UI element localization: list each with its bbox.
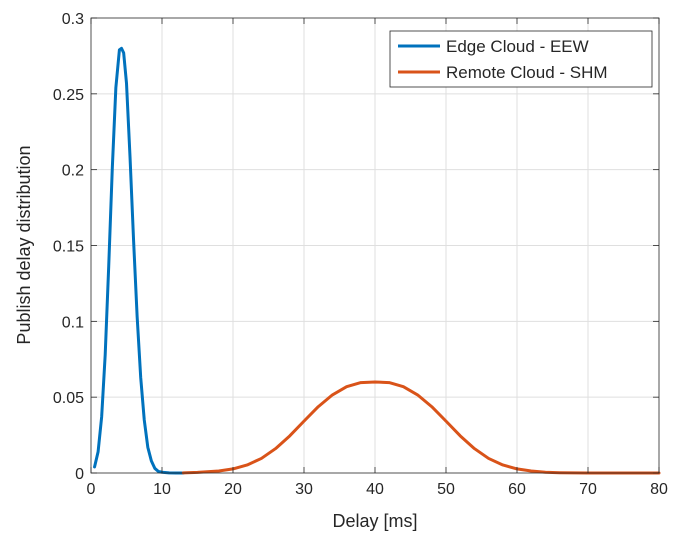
- x-tick-label: 50: [437, 481, 455, 498]
- x-tick-label: 80: [650, 481, 668, 498]
- x-tick-label: 70: [579, 481, 597, 498]
- y-tick-label: 0: [75, 466, 84, 483]
- x-tick-label: 30: [295, 481, 313, 498]
- x-tick-label: 0: [87, 481, 96, 498]
- x-tick-label: 10: [153, 481, 171, 498]
- series-layer: [93, 46, 661, 475]
- legend-label-remote-cloud: Remote Cloud - SHM: [446, 63, 608, 82]
- tick-labels: 0 10 20 30 40 50 60 70 80 0 0.05 0.1 0.15 0.2 0.25 0.3: [53, 11, 668, 498]
- series-line-edge-cloud: [93, 46, 185, 475]
- y-tick-label: 0.3: [62, 11, 84, 28]
- y-tick-label: 0.1: [62, 314, 84, 331]
- legend: Edge Cloud - EEW Remote Cloud - SHM: [389, 30, 653, 88]
- y-tick-label: 0.2: [62, 163, 84, 180]
- y-axis-label: Publish delay distribution: [14, 145, 34, 344]
- grid: [91, 18, 659, 473]
- x-tick-label: 60: [508, 481, 526, 498]
- ticks: [90, 17, 660, 474]
- x-tick-label: 40: [366, 481, 384, 498]
- series-line-remote-cloud: [181, 380, 661, 475]
- legend-label-edge-cloud: Edge Cloud - EEW: [446, 37, 589, 56]
- y-tick-label: 0.05: [53, 390, 84, 407]
- y-tick-label: 0.25: [53, 87, 84, 104]
- y-tick-label: 0.15: [53, 239, 84, 256]
- legend-box: [389, 30, 653, 88]
- x-tick-label: 20: [224, 481, 242, 498]
- x-axis-label: Delay [ms]: [332, 511, 417, 531]
